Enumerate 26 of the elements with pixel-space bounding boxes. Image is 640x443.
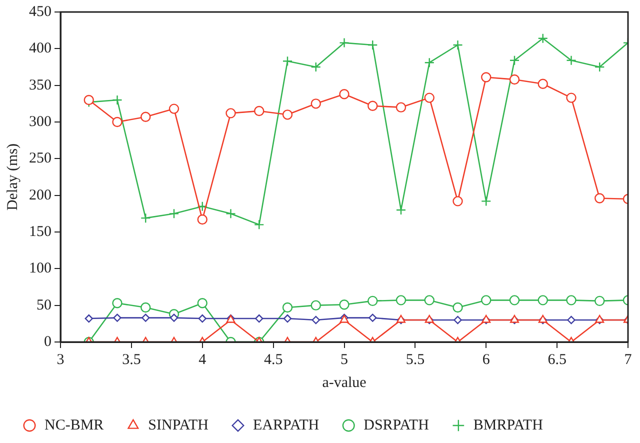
- x-tick-label: 4.5: [264, 352, 283, 368]
- y-tick-label: 50: [36, 297, 52, 314]
- x-tick-label: 5.5: [406, 352, 425, 368]
- x-tick-label: 4: [198, 352, 207, 368]
- y-tick-label: 0: [44, 334, 52, 350]
- legend-label: EARPATH: [252, 417, 320, 434]
- x-tick-label: 3: [56, 352, 64, 368]
- y-tick-label: 350: [29, 77, 52, 94]
- y-tick-label: 100: [29, 260, 52, 277]
- y-tick-label: 450: [29, 4, 52, 20]
- x-tick-label: 6: [482, 352, 490, 368]
- y-tick-label: 150: [29, 224, 52, 240]
- y-axis-title: Delay (ms): [4, 143, 21, 211]
- y-tick-label: 250: [29, 150, 52, 167]
- legend-label: DSRPATH: [364, 417, 430, 434]
- legend-label: BMRPATH: [473, 417, 544, 434]
- legend-label: SINPATH: [148, 417, 209, 434]
- y-tick-label: 200: [29, 187, 52, 204]
- x-axis-title: a-value: [322, 374, 367, 391]
- legend-label: NC-BMR: [44, 417, 104, 434]
- x-tick-label: 7: [624, 352, 632, 368]
- x-tick-label: 3.5: [122, 352, 141, 368]
- x-tick-label: 5: [340, 352, 348, 368]
- x-tick-label: 6.5: [548, 352, 566, 368]
- y-tick-label: 400: [29, 40, 52, 57]
- y-tick-label: 300: [29, 114, 52, 130]
